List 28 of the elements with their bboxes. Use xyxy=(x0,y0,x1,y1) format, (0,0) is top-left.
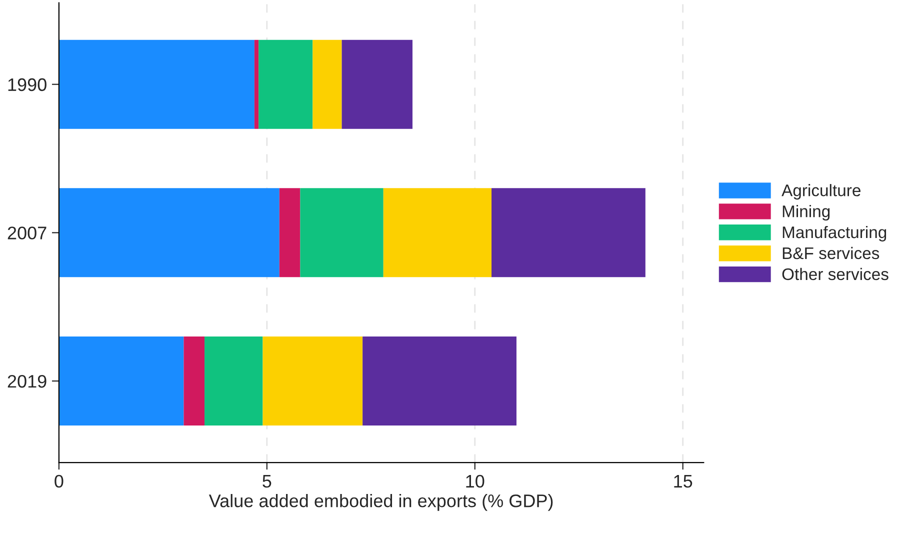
legend-label: B&F services xyxy=(782,246,880,260)
bar xyxy=(383,188,492,278)
bar xyxy=(184,336,205,426)
y-tick-label: 2019 xyxy=(8,374,46,388)
x-axis-title: Value added embodied in exports (% GDP) xyxy=(208,494,553,511)
bar xyxy=(58,40,254,129)
legend-label: Mining xyxy=(782,205,830,221)
y-tick-label: 2007 xyxy=(8,226,46,240)
bar xyxy=(279,188,300,278)
bar xyxy=(312,40,342,129)
legend-label: Agriculture xyxy=(782,184,860,200)
bar xyxy=(254,40,259,129)
bar xyxy=(492,188,646,278)
bar xyxy=(204,336,263,426)
x-tick-label: 10 xyxy=(466,474,484,488)
bar xyxy=(58,336,184,426)
x-tick-label: 15 xyxy=(674,475,692,488)
bar xyxy=(58,188,280,278)
bar xyxy=(300,188,384,278)
x-tick-label: 0 xyxy=(54,474,64,488)
x-tick-label: 5 xyxy=(262,475,272,488)
bar xyxy=(262,336,363,426)
legend-label: Other services xyxy=(782,268,888,280)
bar xyxy=(258,40,313,129)
bar xyxy=(362,336,516,426)
bar xyxy=(342,40,412,129)
legend-label: Manufacturing xyxy=(782,226,886,242)
y-tick-label: 1990 xyxy=(8,78,46,92)
